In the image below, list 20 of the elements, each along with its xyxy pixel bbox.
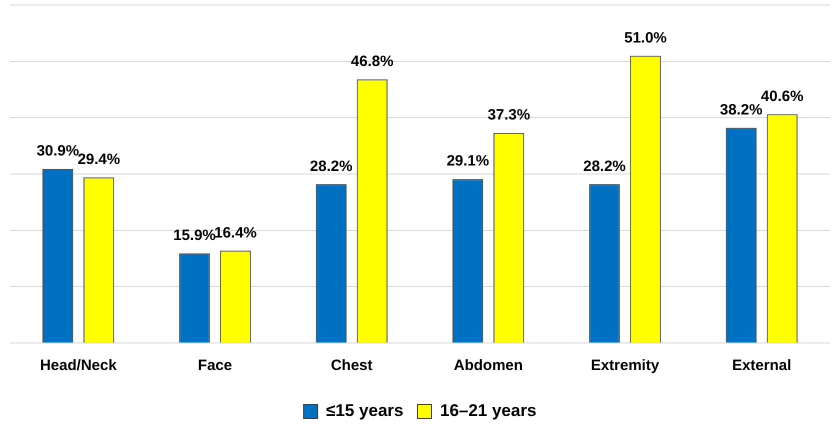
x-tick-label: Face	[198, 357, 232, 374]
data-label: 38.2%	[720, 101, 762, 118]
legend-label: 16–21 years	[440, 401, 536, 420]
data-label: 46.8%	[350, 53, 394, 70]
x-tick-label: Extremity	[590, 357, 660, 374]
data-label: 15.9%	[173, 227, 216, 244]
data-label: 29.1%	[446, 152, 490, 170]
data-label: 40.6%	[760, 88, 804, 105]
data-label: 51.0%	[624, 29, 667, 46]
data-label: 29.4%	[78, 151, 120, 168]
data-label: 28.2%	[310, 158, 352, 175]
data-label: 37.3%	[488, 106, 530, 124]
x-tick-label: Head/Neck	[40, 357, 118, 374]
x-tick-label: Chest	[330, 357, 373, 374]
data-label: 28.2%	[583, 158, 626, 175]
data-label: 30.9%	[36, 142, 80, 160]
data-label: 16.4%	[214, 224, 257, 242]
x-tick-label: External	[732, 357, 792, 374]
x-tick-label: Abdomen	[454, 357, 523, 374]
legend-label: ≤15 years	[326, 401, 404, 420]
